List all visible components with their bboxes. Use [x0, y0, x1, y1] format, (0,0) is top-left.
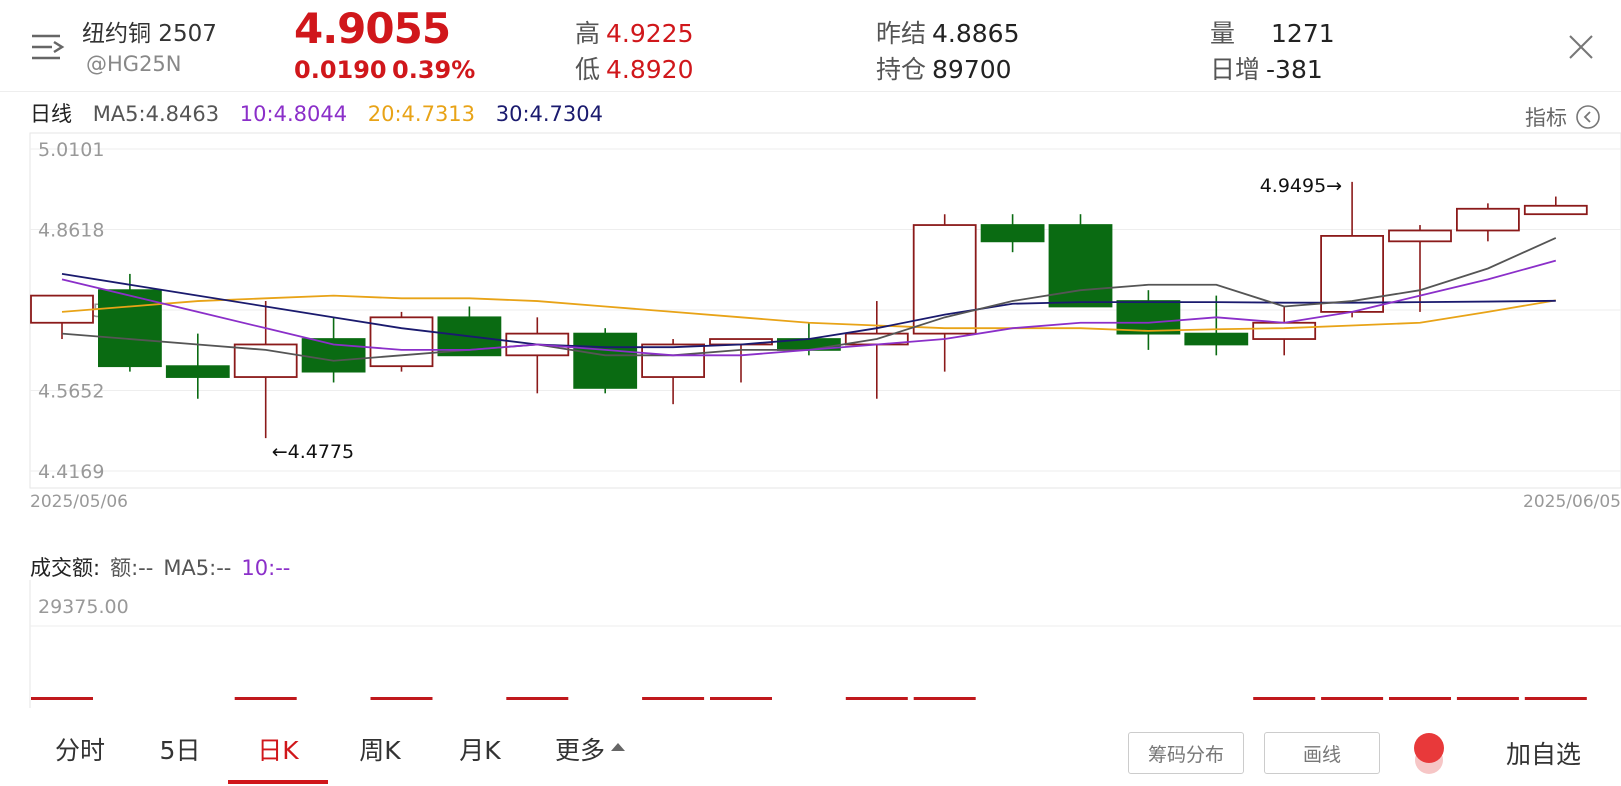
candle-down [98, 289, 162, 368]
volume-chart[interactable]: 29375.00 [0, 580, 1621, 708]
x-end-label: 2025/06/05 [1523, 492, 1621, 512]
volume-ma10: 10:-- [241, 556, 291, 580]
alert-dot-icon[interactable] [1412, 730, 1446, 776]
open-interest-value: 89700 [932, 55, 1012, 84]
candle-up [1388, 229, 1452, 243]
caret-up-icon [611, 743, 625, 751]
close-icon[interactable] [1566, 32, 1596, 62]
volume-bar [642, 697, 705, 700]
chevron-left-circle-icon [1576, 105, 1600, 129]
tab-monthly-k[interactable]: 月K [459, 736, 501, 765]
volume-bar [1253, 697, 1316, 700]
volume-title: 成交额: [30, 556, 101, 580]
volume-bar [913, 697, 976, 700]
candle-up [1523, 204, 1588, 216]
candle-up [30, 294, 94, 324]
candle-down [165, 365, 230, 378]
prev-settle-value: 4.8865 [932, 19, 1020, 48]
volume-bar [710, 697, 772, 700]
period-label: 日线 [30, 102, 72, 126]
tab-more-label: 更多 [554, 736, 605, 765]
high-stat: 高 4.9225 [575, 14, 694, 50]
volume-bar [1456, 697, 1519, 700]
ma-legend: 日线 MA5:4.8463 10:4.8044 20:4.7313 30:4.7… [30, 98, 617, 128]
daily-change-value: -381 [1266, 55, 1323, 84]
chip-distribution-button[interactable]: 筹码分布 [1128, 732, 1244, 774]
candle-up [1456, 207, 1520, 232]
ma5-value: MA5:4.8463 [92, 102, 220, 126]
min-price-marker: ←4.4775 [272, 441, 354, 463]
high-value: 4.9225 [606, 19, 694, 48]
add-favorite-button[interactable]: 加自选 [1506, 740, 1582, 769]
low-stat: 低 4.8920 [575, 50, 694, 86]
candle-down [980, 224, 1045, 243]
price-change: 0.0190 [294, 56, 387, 84]
volume-ma5: MA5:-- [163, 556, 232, 580]
candle-up [1320, 235, 1384, 313]
low-value: 4.8920 [606, 55, 694, 84]
ma10-value: 10:4.8044 [239, 102, 348, 126]
candle-down [1116, 300, 1181, 335]
ma10-line [61, 259, 1557, 357]
ma30-value: 30:4.7304 [495, 102, 603, 126]
last-price: 4.9055 [294, 4, 451, 53]
ma30-line [61, 273, 1556, 349]
indicator-button[interactable]: 指标 [1525, 102, 1601, 132]
candlestick-chart[interactable]: 5.01014.86184.71354.56524.41692025/05/06… [0, 130, 1621, 530]
ma20-line [61, 294, 1556, 332]
daily-change-label: 日增 [1210, 55, 1261, 84]
candle-up [641, 343, 705, 378]
draw-line-button[interactable]: 画线 [1264, 732, 1380, 774]
y-tick-label: 4.4169 [38, 461, 104, 483]
y-tick-label: 5.0101 [38, 139, 104, 161]
candle-down [1184, 332, 1249, 346]
y-tick-label: 4.5652 [38, 381, 104, 403]
prev-settle-stat: 昨结 4.8865 [876, 14, 1020, 50]
tab-5day[interactable]: 5日 [159, 736, 201, 765]
volume-bar [31, 697, 93, 700]
menu-icon[interactable] [30, 30, 66, 64]
daily-change-stat: 日增 -381 [1210, 50, 1323, 86]
open-interest-stat: 持仓 89700 [876, 50, 1012, 86]
indicator-label: 指标 [1525, 106, 1567, 130]
open-interest-label: 持仓 [876, 55, 927, 84]
price-change-pct: 0.39% [392, 56, 476, 84]
volume-amount: 额:-- [110, 556, 154, 580]
bottom-toolbar: 分时 5日 日K 周K 月K 更多 筹码分布 画线 加自选 [0, 712, 1621, 786]
volume-value: 1271 [1271, 19, 1335, 48]
volume-stat: 量 1271 [1210, 14, 1335, 50]
symbol-code: @HG25N [86, 52, 182, 76]
tab-weekly-k[interactable]: 周K [359, 736, 401, 765]
volume-bar [234, 697, 297, 700]
tab-daily-k[interactable]: 日K [228, 712, 328, 786]
volume-bar [1389, 697, 1451, 700]
max-price-marker: 4.9495→ [1260, 175, 1342, 197]
ma20-value: 20:4.7313 [367, 102, 476, 126]
volume-tick-label: 29375.00 [38, 596, 129, 618]
volume-bar [506, 697, 569, 700]
prev-settle-label: 昨结 [876, 19, 927, 48]
symbol-name: 纽约铜 2507 [82, 21, 217, 47]
tab-more[interactable]: 更多 [540, 712, 640, 786]
candle-down [573, 332, 638, 389]
volume-legend: 成交额: 额:-- MA5:-- 10:-- [30, 552, 300, 582]
volume-label: 量 [1210, 19, 1236, 48]
low-label: 低 [575, 55, 601, 84]
tab-intraday[interactable]: 分时 [54, 736, 105, 765]
volume-bar [370, 697, 433, 700]
volume-bar [1524, 697, 1587, 700]
quote-header: 纽约铜 2507 @HG25N 4.9055 0.0190 0.39% 高 4.9… [0, 0, 1621, 92]
high-label: 高 [575, 19, 601, 48]
volume-bar [1321, 697, 1384, 700]
volume-bar [845, 697, 908, 700]
candle-up [233, 343, 298, 378]
candle-up [1252, 321, 1317, 340]
y-tick-label: 4.8618 [38, 220, 104, 242]
x-start-label: 2025/05/06 [30, 492, 128, 512]
